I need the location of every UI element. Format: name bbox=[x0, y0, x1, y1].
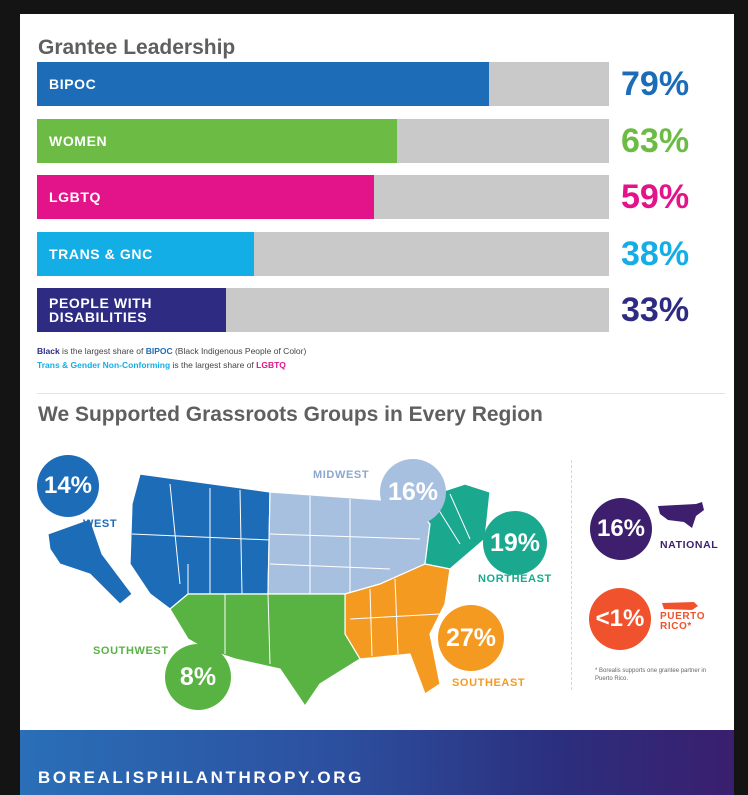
southwest-region-shape bbox=[169, 593, 361, 708]
national-bubble: 16% bbox=[590, 498, 652, 560]
note-lgbtq-term: Trans & Gender Non-Conforming bbox=[37, 360, 171, 370]
bar-label: TRANS & GNC bbox=[49, 246, 153, 262]
note-bipoc-term: Black bbox=[37, 346, 60, 356]
bar: BIPOC bbox=[37, 62, 489, 106]
footer-url: BOREALISPHILANTHROPY.ORG bbox=[38, 768, 364, 787]
midwest-bubble: 16% bbox=[380, 459, 446, 525]
us-silhouette-icon bbox=[658, 502, 704, 528]
note-lgbtq-mid: is the largest share of bbox=[170, 360, 257, 370]
note-bipoc: Black is the largest share of BIPOC (Bla… bbox=[37, 346, 306, 356]
bar-track: LGBTQ bbox=[37, 175, 609, 219]
national-label: NATIONAL bbox=[660, 539, 719, 551]
bar-label: PEOPLE WITH DISABILITIES bbox=[49, 295, 153, 325]
southwest-bubble: 8% bbox=[165, 644, 231, 710]
bar-label: LGBTQ bbox=[49, 189, 101, 205]
bar-value-label: 38% bbox=[621, 234, 690, 273]
bar-track: BIPOC bbox=[37, 62, 609, 106]
note-bipoc-group: BIPOC bbox=[145, 346, 173, 356]
bar-value-label: 33% bbox=[621, 290, 690, 329]
west-region-shape bbox=[47, 473, 271, 610]
midwest-label: MIDWEST bbox=[313, 469, 370, 481]
bar-label: BIPOC bbox=[49, 76, 97, 92]
note-lgbtq: Trans & Gender Non-Conforming is the lar… bbox=[37, 360, 286, 370]
infographic-card: Grantee Leadership BIPOC 79% WOMEN 63% LGBTQ… bbox=[20, 14, 734, 730]
bar-value-label: 79% bbox=[621, 64, 690, 103]
puerto-rico-silhouette-icon bbox=[662, 602, 698, 610]
vertical-divider bbox=[571, 460, 572, 690]
bar-value-label: 63% bbox=[621, 121, 690, 160]
southwest-label: SOUTHWEST bbox=[93, 645, 169, 657]
note-bipoc-def: (Black Indigenous People of Color) bbox=[172, 346, 307, 356]
bar-label: WOMEN bbox=[49, 133, 108, 149]
bar-track: WOMEN bbox=[37, 119, 609, 163]
section-title-leadership: Grantee Leadership bbox=[38, 36, 236, 59]
section-divider bbox=[37, 393, 725, 394]
southeast-label: SOUTHEAST bbox=[452, 677, 526, 689]
bar: WOMEN bbox=[37, 119, 397, 163]
bar: LGBTQ bbox=[37, 175, 374, 219]
bar: TRANS & GNC bbox=[37, 232, 254, 276]
note-bipoc-mid: is the largest share of bbox=[59, 346, 146, 356]
southeast-bubble: 27% bbox=[438, 605, 504, 671]
note-lgbtq-group: LGBTQ bbox=[256, 360, 286, 370]
northeast-label: NORTHEAST bbox=[478, 573, 552, 585]
bar-track: PEOPLE WITH DISABILITIES bbox=[37, 288, 609, 332]
footer-band: BOREALISPHILANTHROPY.ORG bbox=[20, 730, 734, 795]
northeast-bubble: 19% bbox=[483, 511, 547, 575]
puerto-rico-footnote: * Borealis supports one grantee partner … bbox=[595, 668, 707, 682]
west-label: WEST bbox=[83, 518, 118, 530]
section-title-regions: We Supported Grassroots Groups in Every … bbox=[38, 403, 543, 426]
bar-track: TRANS & GNC bbox=[37, 232, 609, 276]
bar: PEOPLE WITH DISABILITIES bbox=[37, 288, 226, 332]
bar-value-label: 59% bbox=[621, 177, 690, 216]
west-bubble: 14% bbox=[37, 455, 99, 517]
puerto-rico-label: PUERTO RICO* bbox=[660, 611, 706, 632]
alaska-shape bbox=[47, 518, 133, 605]
puerto-rico-bubble: <1% bbox=[589, 588, 651, 650]
